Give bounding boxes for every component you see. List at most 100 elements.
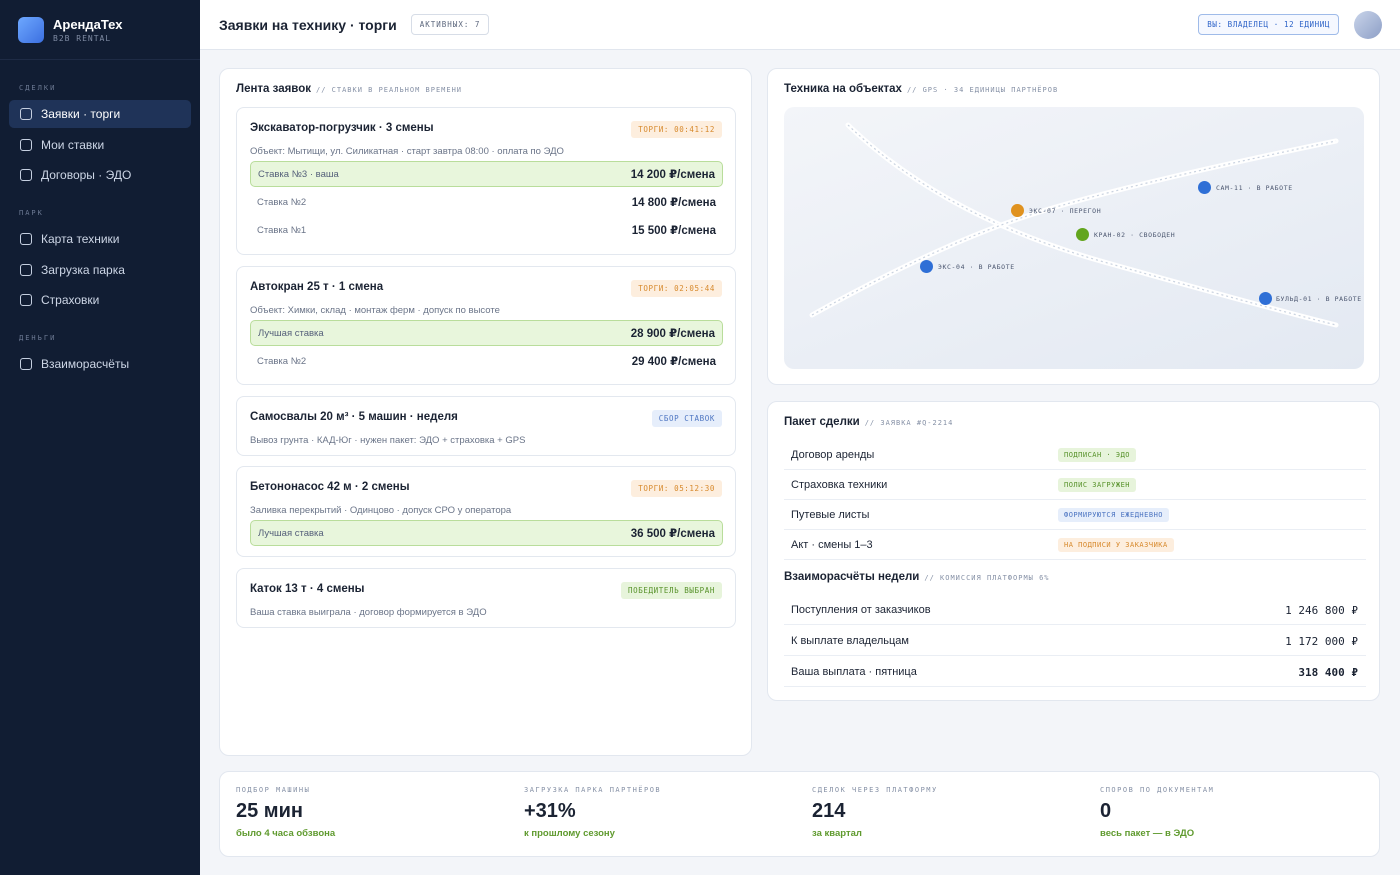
bid-row[interactable]: Ставка №2 14 800 ₽/смена [250,189,723,215]
sidebar-item-requests[interactable]: Заявки · торги [9,100,191,128]
kpi-label: ПОДБОР МАШИНЫ [236,786,311,794]
gps-map[interactable]: ЭКС-07 · ПЕРЕГОН КРАН-02 · СВОБОДЕН САМ-… [784,107,1364,369]
bid-value: 14 200 ₽/смена [630,169,715,181]
sidebar-item-label: Взаиморасчёты [41,357,130,371]
bid-value: 28 900 ₽/смена [630,328,715,340]
checkbox-icon [20,138,32,151]
sidebar: АрендаТех B2B RENTAL СДЕЛКИ Заявки · тор… [0,0,200,875]
settlement-row: К выплате владельцам 1 172 000 ₽ [784,626,1366,656]
sidebar-item-label: Карта техники [41,232,120,246]
request-title: Экскаватор-погрузчик · 3 смены [250,122,434,134]
request-title: Бетононасос 42 м · 2 смены [250,481,410,493]
sidebar-item-my-bids[interactable]: Мои ставки [9,131,191,159]
kpi-label: СПОРОВ ПО ДОКУМЕНТАМ [1100,786,1215,794]
bid-label: Лучшая ставка [258,327,324,339]
document-name: Страховка техники [791,478,888,491]
document-row[interactable]: Страховка техники ПОЛИС ЗАГРУЖЕН [784,470,1366,500]
kpi-value: +31% [524,800,576,822]
document-row[interactable]: Путевые листы ФОРМИРУЮТСЯ ЕЖЕДНЕВНО [784,500,1366,530]
bid-value: 29 400 ₽/смена [631,356,716,368]
map-subtitle: // GPS · 34 ЕДИНИЦЫ ПАРТНЁРОВ [906,86,1059,94]
active-count-badge: АКТИВНЫХ: 7 [410,14,490,35]
settlements-title-text: Взаиморасчёты недели [784,571,920,583]
bid-value: 15 500 ₽/смена [631,225,716,237]
deal-package-card: Пакет сделки // ЗАЯВКА #Q-2214 Договор ар… [767,401,1380,701]
status-badge: СБОР СТАВОК [651,410,722,427]
kpi-value: 25 мин [236,800,303,822]
kpi-note: было 4 часа обзвона [236,828,336,839]
kpi-strip: ПОДБОР МАШИНЫ 25 мин было 4 часа обзвона… [219,771,1380,857]
sidebar-item-label: Загрузка парка [41,262,125,277]
role-badge[interactable]: ВЫ: ВЛАДЕЛЕЦ · 12 ЕДИНИЦ [1198,14,1339,35]
unit-label: БУЛЬД-01 · В РАБОТЕ [1276,295,1362,303]
sidebar-item-contracts[interactable]: Договоры · ЭДО [9,161,191,189]
status-badge: ПОДПИСАН · ЭДО [1058,447,1137,462]
sidebar-item-settlements[interactable]: Взаиморасчёты [9,350,191,378]
bid-row-best[interactable]: Ставка №3 · ваша 14 200 ₽/смена [250,161,723,187]
sidebar-item-insurance[interactable]: Страховки [9,286,191,314]
settlement-row: Поступления от заказчиков 1 246 800 ₽ [784,595,1366,625]
kpi-value: 214 [812,800,846,822]
request-card[interactable]: Автокран 25 т · 1 смена ТОРГИ: 02:05:44 … [236,266,736,385]
unit-label: КРАН-02 · СВОБОДЕН [1094,231,1176,239]
request-description: Вывоз грунта · КАД-Юг · нужен пакет: ЭДО… [250,435,526,446]
unit-pin[interactable] [920,260,933,273]
deal-title: Пакет сделки // ЗАЯВКА #Q-2214 [784,416,953,428]
unit-label: ЭКС-07 · ПЕРЕГОН [1029,207,1102,215]
settlement-row: Ваша выплата · пятница 318 400 ₽ [784,657,1366,687]
deal-subtitle: // ЗАЯВКА #Q-2214 [864,419,954,427]
sidebar-item-fleet-load[interactable]: Загрузка парка [9,256,191,284]
kpi-label: ЗАГРУЗКА ПАРКА ПАРТНЁРОВ [524,786,662,794]
settlement-name: Ваша выплата · пятница [791,666,917,678]
checkbox-icon [20,358,32,370]
request-description: Объект: Мытищи, ул. Силикатная · старт з… [250,146,564,157]
request-card[interactable]: Экскаватор-погрузчик · 3 смены ТОРГИ: 00… [236,107,736,255]
kpi-note: весь пакет — в ЭДО [1100,828,1195,839]
feed-title: Лента заявок // СТАВКИ В РЕАЛЬНОМ ВРЕМЕНИ [236,83,462,95]
feed-title-text: Лента заявок [236,83,312,95]
fleet-map-card: Техника на объектах // GPS · 34 ЕДИНИЦЫ П… [767,68,1380,385]
sidebar-item-label: Заявки · торги [41,107,121,121]
bid-label: Ставка №1 [257,224,307,236]
status-badge: ПОБЕДИТЕЛЬ ВЫБРАН [621,582,722,599]
unit-pin[interactable] [1259,292,1272,305]
document-row[interactable]: Договор аренды ПОДПИСАН · ЭДО [784,440,1366,470]
auction-timer-badge: ТОРГИ: 05:12:30 [631,480,722,497]
settlements-subtitle: // КОМИССИЯ ПЛАТФОРМЫ 6% [924,574,1050,582]
header: Заявки на технику · торги АКТИВНЫХ: 7 ВЫ… [200,0,1400,50]
request-card[interactable]: Бетононасос 42 м · 2 смены ТОРГИ: 05:12:… [236,466,736,557]
feed-subtitle: // СТАВКИ В РЕАЛЬНОМ ВРЕМЕНИ [316,86,463,94]
unit-pin[interactable] [1076,228,1089,241]
status-badge: НА ПОДПИСИ У ЗАКАЗЧИКА [1058,537,1174,552]
request-description: Ваша ставка выиграла · договор формирует… [250,607,487,618]
unit-label: ЭКС-04 · В РАБОТЕ [938,263,1015,271]
brand: АрендаТех B2B RENTAL [0,0,200,60]
brand-sub: B2B RENTAL [53,33,112,43]
document-row[interactable]: Акт · смены 1–3 НА ПОДПИСИ У ЗАКАЗЧИКА [784,530,1366,560]
bid-label: Лучшая ставка [258,527,324,539]
bid-row-best[interactable]: Лучшая ставка 36 500 ₽/смена [250,520,723,546]
request-title: Автокран 25 т · 1 смена [250,281,384,293]
checkbox-icon [20,294,32,306]
bid-row-best[interactable]: Лучшая ставка 28 900 ₽/смена [250,320,723,346]
sidebar-item-label: Договоры · ЭДО [41,168,132,182]
auction-timer-badge: ТОРГИ: 00:41:12 [631,121,722,138]
checkbox-icon [20,108,32,120]
bid-row[interactable]: Ставка №1 15 500 ₽/смена [250,217,723,243]
sidebar-item-map[interactable]: Карта техники [9,225,191,253]
unit-pin[interactable] [1011,204,1024,217]
request-card[interactable]: Каток 13 т · 4 смены ПОБЕДИТЕЛЬ ВЫБРАН В… [236,568,736,628]
status-badge: ПОЛИС ЗАГРУЖЕН [1058,477,1137,492]
bid-row[interactable]: Ставка №2 29 400 ₽/смена [250,348,723,374]
document-name: Договор аренды [791,448,875,461]
request-card[interactable]: Самосвалы 20 м³ · 5 машин · неделя СБОР … [236,396,736,456]
unit-pin[interactable] [1198,181,1211,194]
settlements-title: Взаиморасчёты недели // КОМИССИЯ ПЛАТФОРМ… [784,571,1050,583]
logo-icon [18,16,44,43]
kpi-item: ПОДБОР МАШИНЫ 25 мин было 4 часа обзвона [236,786,506,839]
request-description: Объект: Химки, склад · монтаж ферм · доп… [250,305,500,316]
auction-timer-badge: ТОРГИ: 02:05:44 [631,280,722,297]
bid-value: 36 500 ₽/смена [630,528,715,540]
avatar[interactable] [1354,11,1382,39]
request-title: Самосвалы 20 м³ · 5 машин · неделя [250,411,458,423]
